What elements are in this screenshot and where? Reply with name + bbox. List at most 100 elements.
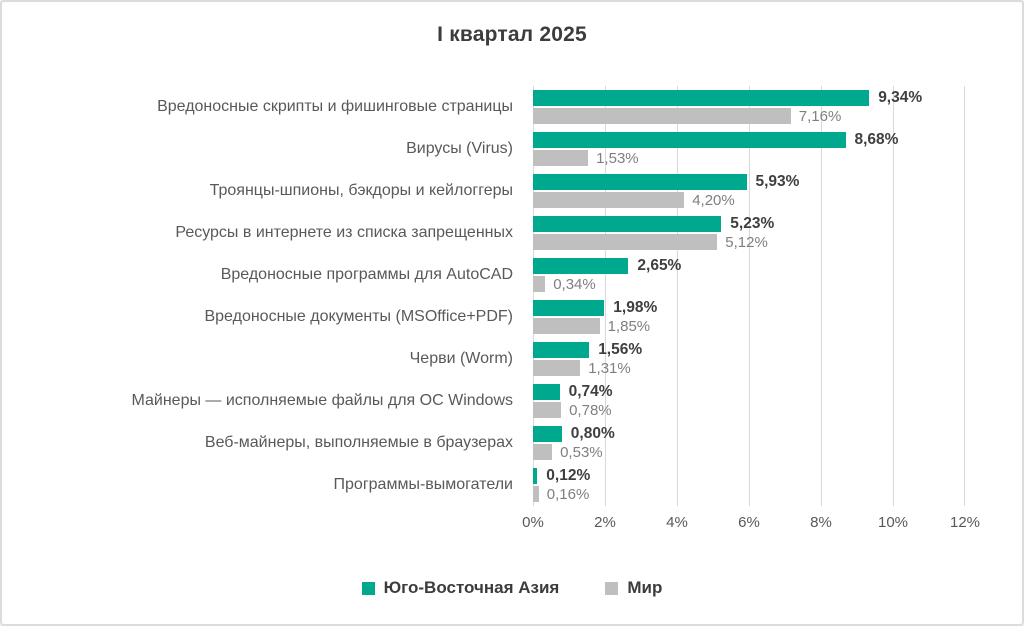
category-label: Черви (Worm) bbox=[409, 350, 513, 368]
bar-group: 1,56% 1,31% bbox=[533, 341, 965, 377]
chart-row: Программы-вымогатели 0,12% 0,16% bbox=[2, 464, 1022, 506]
category-label: Веб-майнеры, выполняемые в браузерах bbox=[204, 434, 513, 452]
value-label-world: 1,31% bbox=[588, 359, 631, 377]
bar-world bbox=[533, 150, 589, 166]
bar-asia bbox=[533, 132, 846, 148]
value-label-world: 0,34% bbox=[553, 275, 596, 293]
bar-group: 0,12% 0,16% bbox=[533, 467, 965, 503]
legend: Юго-Восточная Азия Мир bbox=[2, 578, 1022, 598]
legend-item-asia: Юго-Восточная Азия bbox=[361, 578, 560, 598]
bar-asia bbox=[533, 90, 870, 106]
x-tick-label: 6% bbox=[738, 514, 760, 531]
chart-row: Троянцы-шпионы, бэкдоры и кейлоггеры 5,93… bbox=[2, 170, 1022, 212]
value-label-asia: 0,12% bbox=[546, 467, 591, 484]
category-label: Вредоносные программы для AutoCAD bbox=[220, 266, 513, 284]
value-label-asia: 0,74% bbox=[568, 383, 613, 400]
bar-world bbox=[533, 318, 600, 334]
bar-line: 5,12% bbox=[533, 233, 965, 251]
chart-row: Майнеры — исполняемые файлы для ОС Windo… bbox=[2, 380, 1022, 422]
bar-line: 4,20% bbox=[533, 191, 965, 209]
bar-line: 2,65% bbox=[533, 257, 965, 274]
bar-asia bbox=[533, 426, 562, 442]
legend-label-asia: Юго-Восточная Азия bbox=[383, 578, 560, 597]
x-tick-label: 12% bbox=[949, 514, 981, 531]
chart-row: Вредоносные скрипты и фишинговые страниц… bbox=[2, 86, 1022, 128]
bar-group: 1,98% 1,85% bbox=[533, 299, 965, 335]
bar-world bbox=[533, 276, 546, 292]
chart-row: Вирусы (Virus) 8,68% 1,53% bbox=[2, 128, 1022, 170]
bar-line: 0,80% bbox=[533, 425, 965, 442]
chart-row: Веб-майнеры, выполняемые в браузерах 0,80… bbox=[2, 422, 1022, 464]
value-label-world: 0,16% bbox=[546, 485, 590, 503]
bar-world bbox=[533, 486, 539, 502]
bar-chart: Вредоносные скрипты и фишинговые страниц… bbox=[2, 86, 1022, 534]
x-tick-label: 0% bbox=[522, 514, 544, 531]
bar-line: 5,23% bbox=[533, 215, 965, 232]
value-label-world: 4,20% bbox=[692, 191, 735, 209]
category-label: Вредоносные скрипты и фишинговые страниц… bbox=[157, 98, 513, 116]
value-label-asia: 9,34% bbox=[878, 89, 923, 106]
x-tick-label: 10% bbox=[877, 514, 909, 531]
chart-row: Вредоносные программы для AutoCAD 2,65% 0,… bbox=[2, 254, 1022, 296]
value-label-world: 7,16% bbox=[798, 107, 842, 125]
bar-line: 1,53% bbox=[533, 149, 965, 167]
bar-group: 0,74% 0,78% bbox=[533, 383, 965, 419]
bar-world bbox=[533, 192, 685, 208]
bar-world bbox=[533, 444, 553, 460]
value-label-asia: 1,98% bbox=[613, 299, 658, 316]
x-tick-label: 4% bbox=[666, 514, 688, 531]
value-label-asia: 5,23% bbox=[730, 215, 775, 232]
bar-group: 2,65% 0,34% bbox=[533, 257, 965, 293]
bar-asia bbox=[533, 216, 722, 232]
bar-asia bbox=[533, 174, 747, 190]
bar-world bbox=[533, 402, 562, 418]
value-label-asia: 1,56% bbox=[598, 341, 643, 358]
bar-line: 7,16% bbox=[533, 107, 965, 125]
x-axis: 0% 2% 4% 6% 8% 10% 12% bbox=[522, 514, 980, 534]
chart-row: Черви (Worm) 1,56% 1,31% bbox=[2, 338, 1022, 380]
value-label-asia: 5,93% bbox=[755, 173, 800, 190]
category-label: Программы-вымогатели bbox=[333, 476, 513, 494]
bar-line: 0,34% bbox=[533, 275, 965, 293]
category-label: Ресурсы в интернете из списка запрещенны… bbox=[175, 224, 513, 242]
bar-asia bbox=[533, 468, 538, 484]
bar-line: 1,85% bbox=[533, 317, 965, 335]
bar-asia bbox=[533, 258, 629, 274]
bar-line: 0,53% bbox=[533, 443, 965, 461]
value-label-world: 0,78% bbox=[569, 401, 612, 419]
chart-row: Ресурсы в интернете из списка запрещенны… bbox=[2, 212, 1022, 254]
category-label: Троянцы-шпионы, бэкдоры и кейлоггеры bbox=[209, 182, 513, 200]
bar-world bbox=[533, 108, 791, 124]
value-label-asia: 0,80% bbox=[570, 425, 615, 442]
bar-line: 5,93% bbox=[533, 173, 965, 190]
bar-asia bbox=[533, 300, 605, 316]
bar-group: 8,68% 1,53% bbox=[533, 131, 965, 167]
value-label-world: 1,85% bbox=[607, 317, 651, 335]
bar-line: 9,34% bbox=[533, 89, 965, 106]
category-label: Майнеры — исполняемые файлы для ОС Windo… bbox=[131, 392, 513, 410]
value-label-world: 5,12% bbox=[725, 233, 768, 251]
bar-asia bbox=[533, 384, 560, 400]
bar-line: 1,98% bbox=[533, 299, 965, 316]
bar-line: 0,16% bbox=[533, 485, 965, 503]
legend-swatch-world-icon bbox=[605, 581, 619, 595]
category-label: Вредоносные документы (MSOffice+PDF) bbox=[204, 308, 513, 326]
bar-group: 0,80% 0,53% bbox=[533, 425, 965, 461]
bar-line: 1,31% bbox=[533, 359, 965, 377]
value-label-asia: 2,65% bbox=[637, 257, 682, 274]
bar-world bbox=[533, 360, 581, 376]
bar-line: 0,78% bbox=[533, 401, 965, 419]
bar-line: 0,12% bbox=[533, 467, 965, 484]
bar-line: 1,56% bbox=[533, 341, 965, 358]
bar-group: 5,23% 5,12% bbox=[533, 215, 965, 251]
x-tick-label: 2% bbox=[594, 514, 616, 531]
x-tick-label: 8% bbox=[810, 514, 832, 531]
value-label-world: 0,53% bbox=[560, 443, 603, 461]
bar-line: 8,68% bbox=[533, 131, 965, 148]
legend-item-world: Мир bbox=[605, 578, 662, 598]
value-label-world: 1,53% bbox=[596, 149, 639, 167]
chart-rows: Вредоносные скрипты и фишинговые страниц… bbox=[2, 86, 1022, 506]
chart-row: Вредоносные документы (MSOffice+PDF) 1,98… bbox=[2, 296, 1022, 338]
chart-title: I квартал 2025 bbox=[437, 23, 587, 46]
